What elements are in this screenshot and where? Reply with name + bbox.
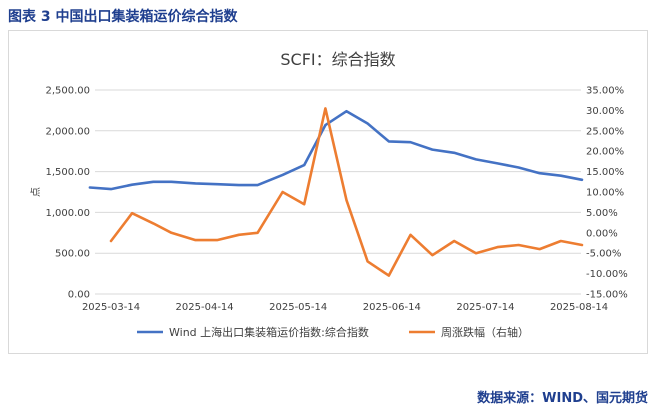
y2-tick-label: 25.00%	[586, 126, 624, 137]
y-tick-label: 500.00	[55, 249, 90, 260]
y2-tick-label: 10.00%	[586, 188, 624, 199]
y2-tick-label: 30.00%	[586, 106, 624, 117]
legend-label: 周涨跌幅（右轴）	[441, 325, 529, 339]
y2-tick-label: 20.00%	[586, 147, 624, 158]
y-tick-label: 2,500.00	[45, 86, 90, 97]
y2-tick-label: -10.00%	[586, 269, 628, 280]
y2-tick-label: 5.00%	[586, 208, 618, 219]
x-tick-label: 2025-08-14	[550, 302, 608, 313]
x-tick-label: 2025-04-14	[176, 302, 234, 313]
y2-tick-label: -15.00%	[586, 290, 628, 301]
y2-tick-label: 0.00%	[586, 228, 618, 239]
source-note: 数据来源：WIND、国元期货	[477, 391, 648, 406]
y2-tick-label: 15.00%	[586, 167, 624, 178]
figure-title: 图表 3 中国出口集装箱运价综合指数	[8, 9, 238, 25]
series-line-scfi	[88, 109, 584, 191]
y2-tick-label: -5.00%	[586, 249, 621, 260]
y-tick-label: 1,000.00	[45, 208, 90, 219]
y-tick-label: 2,000.00	[45, 126, 90, 137]
y2-tick-label: 35.00%	[586, 86, 624, 97]
x-tick-label: 2025-06-14	[363, 302, 421, 313]
series-line-weekly-change	[109, 107, 584, 277]
x-tick-label: 2025-07-14	[456, 302, 514, 313]
scfi-line-chart: SCFI：综合指数 0.00 500.00 1,000.00 1,500.00 2,000…	[30, 50, 628, 339]
y-axis-label: 点	[30, 187, 42, 197]
chart-title: SCFI：综合指数	[280, 50, 395, 69]
y-tick-label: 0.00	[68, 290, 90, 301]
x-tick-label: 2025-03-14	[82, 302, 140, 313]
x-tick-label: 2025-05-14	[269, 302, 327, 313]
chart-frame: SCFI：综合指数 0.00 500.00 1,000.00 1,500.00 2,000…	[8, 30, 648, 354]
y-tick-label: 1,500.00	[45, 167, 90, 178]
legend-label: Wind 上海出口集装箱运价指数:综合指数	[169, 325, 369, 339]
